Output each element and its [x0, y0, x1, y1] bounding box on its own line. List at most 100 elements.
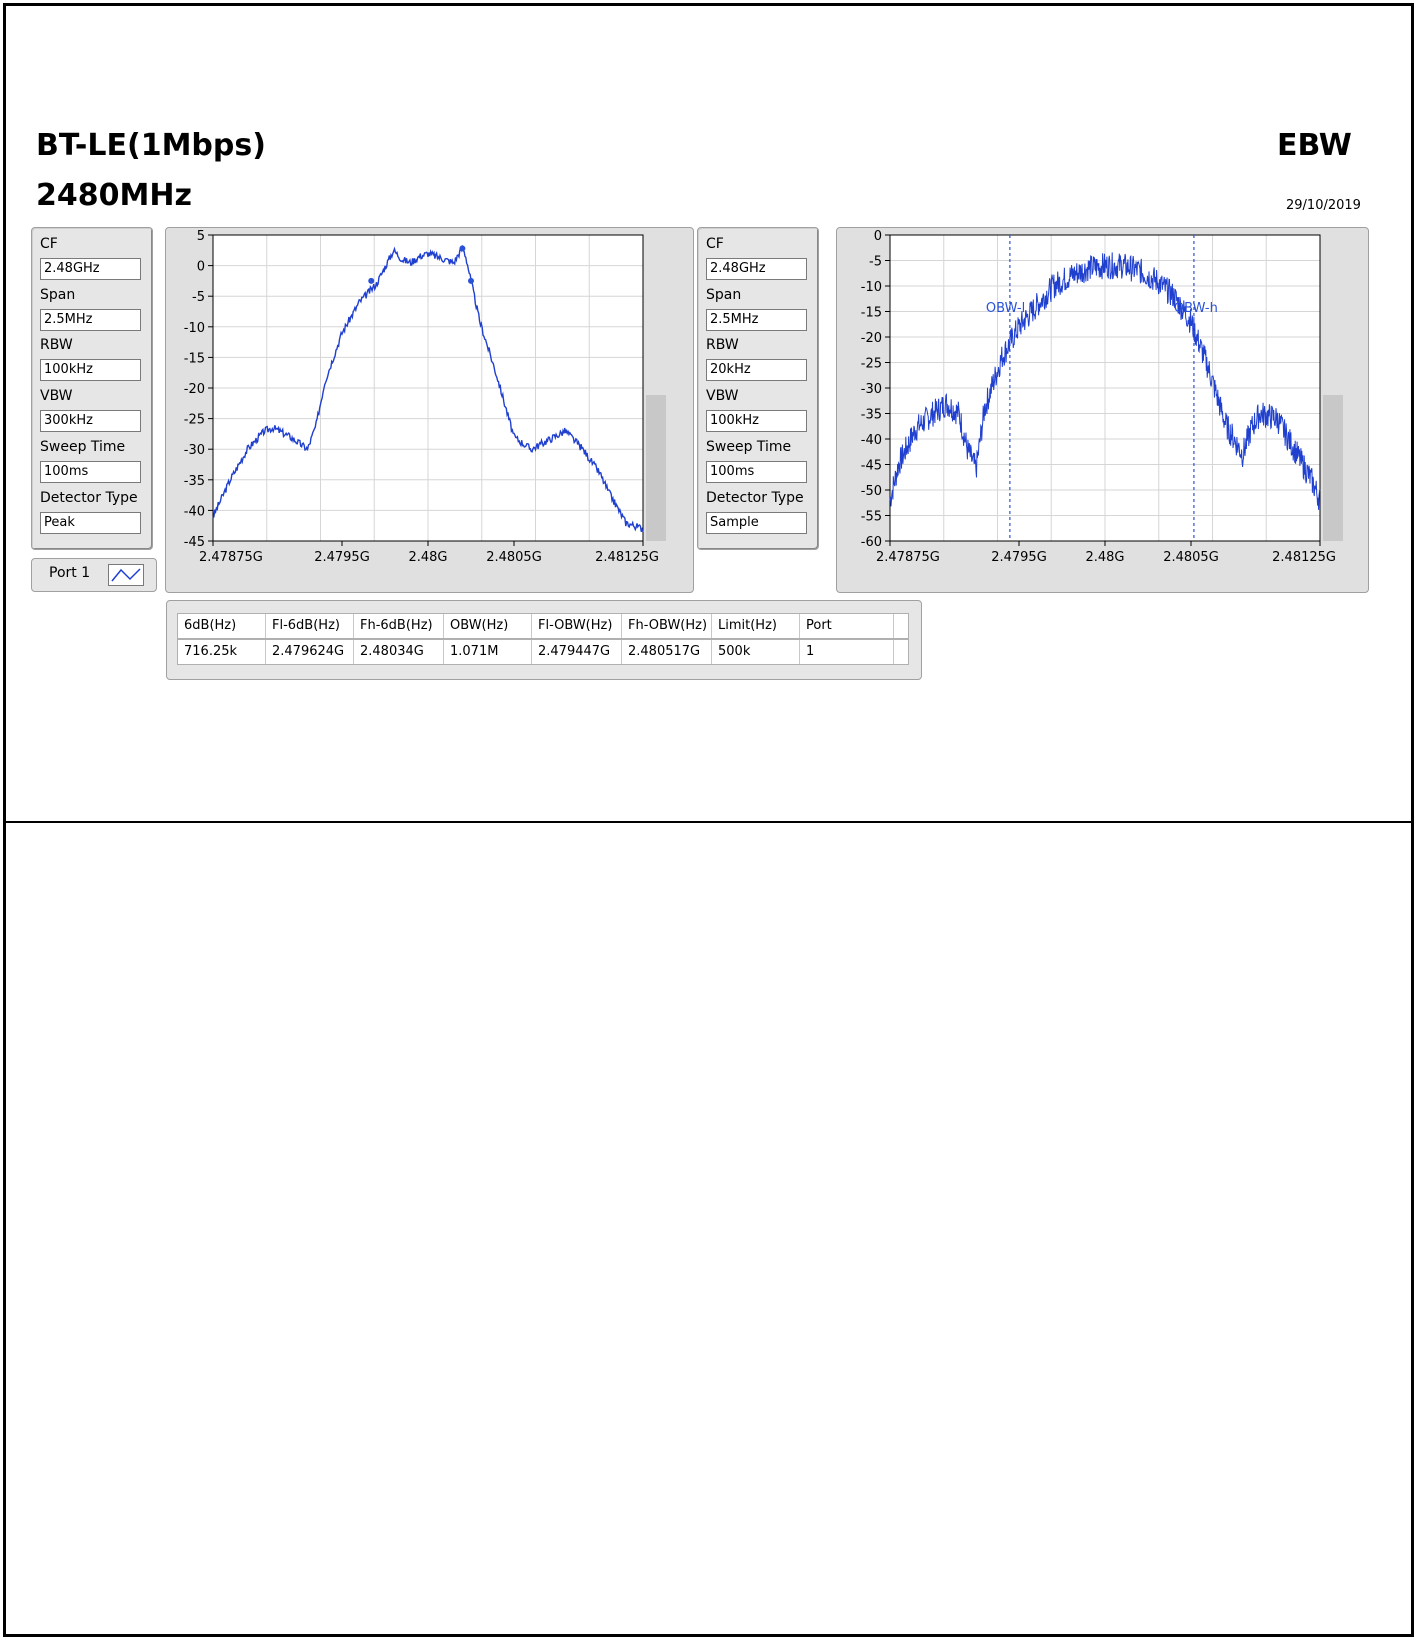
x-tick-label: 2.48125G — [595, 550, 659, 565]
table-cell: 2.479447G — [532, 640, 622, 664]
rbw-field[interactable]: 100kHz — [40, 359, 141, 381]
column-header: Fh-6dB(Hz) — [354, 614, 444, 638]
y-tick-label: -35 — [861, 408, 882, 423]
x-tick-label: 2.47875G — [876, 550, 940, 565]
column-header: Fl-OBW(Hz) — [532, 614, 622, 638]
y-tick-label: -5 — [192, 290, 205, 305]
detector-type-field[interactable]: Peak — [40, 512, 141, 534]
setting-label: Span — [706, 287, 742, 303]
column-header: Port — [800, 614, 894, 638]
column-header: Fh-OBW(Hz) — [622, 614, 712, 638]
peak-spectrum-chart[interactable]: 5 0 -5 -10 -15 -20 -25 -30 -35 -40 -452.47875G 2.47… — [166, 228, 693, 592]
marker-point[interactable] — [468, 277, 474, 284]
column-header: OBW(Hz) — [444, 614, 532, 638]
span-field[interactable]: 2.5MHz — [706, 309, 807, 331]
cf-field[interactable]: 2.48GHz — [40, 258, 141, 280]
y-tick-label: -5 — [869, 255, 882, 270]
rbw-field[interactable]: 20kHz — [706, 359, 807, 381]
port-legend[interactable]: Port 1 — [31, 558, 157, 592]
x-tick-label: 2.4795G — [314, 550, 370, 565]
sample-spectrum-chart-panel: 0 -5 -10 -15 -20 -25 -30 -35 -40 -45 -50 -55 -60 2.47… — [836, 227, 1369, 593]
y-tick-label: -40 — [861, 433, 882, 448]
y-tick-label: -45 — [861, 459, 882, 474]
y-tick-label: -25 — [184, 413, 205, 428]
plot-border — [212, 234, 644, 542]
setting-label: VBW — [706, 388, 739, 404]
column-header: Limit(Hz) — [712, 614, 800, 638]
setting-label: CF — [706, 236, 724, 252]
marker-point[interactable] — [368, 277, 375, 284]
table-cell: 1.071M — [444, 640, 532, 664]
y-tick-label: 5 — [197, 229, 205, 244]
spectrum-trace — [212, 245, 644, 533]
right-settings-panel: CF 2.48GHz Span 2.5MHz RBW 20kHz VBW 100… — [697, 227, 819, 550]
x-tick-label: 2.47875G — [199, 550, 263, 565]
setting-label: Detector Type — [706, 490, 804, 506]
table-row[interactable]: 716.25k 2.479624G 2.48034G 1.071M 2.479447G 2… — [177, 639, 909, 665]
report-date: 29/10/2019 — [1286, 198, 1361, 213]
trace-style-icon — [108, 564, 144, 586]
table-cell: 2.479624G — [266, 640, 354, 664]
scrollbar[interactable] — [1323, 395, 1343, 541]
vbw-field[interactable]: 300kHz — [40, 410, 141, 432]
y-tick-label: -20 — [184, 382, 205, 397]
setting-label: Sweep Time — [706, 439, 792, 455]
table-cell: 2.48034G — [354, 640, 444, 664]
y-tick-label: -20 — [861, 331, 882, 346]
y-tick-label: -30 — [184, 443, 205, 458]
table-cell: 1 — [800, 640, 894, 664]
span-field[interactable]: 2.5MHz — [40, 309, 141, 331]
setting-label: RBW — [40, 337, 73, 353]
x-tick-label: 2.4805G — [486, 550, 542, 565]
y-tick-label: -25 — [861, 357, 882, 372]
sample-spectrum-chart[interactable]: 0-5-10-15-20-25-30-35-40-45-50-55-602.47… — [837, 228, 1368, 592]
detector-type-field[interactable]: Sample — [706, 512, 807, 534]
results-table-header: 6dB(Hz) Fl-6dB(Hz) Fh-6dB(Hz) OBW(Hz) Fl-OBW… — [177, 613, 909, 639]
y-tick-label: -40 — [184, 504, 205, 519]
y-tick-label: -50 — [861, 484, 882, 499]
scrollbar[interactable] — [646, 395, 666, 541]
table-cell: 500k — [712, 640, 800, 664]
setting-label: Detector Type — [40, 490, 138, 506]
test-title: EBW — [1277, 128, 1352, 163]
column-header: Fl-6dB(Hz) — [266, 614, 354, 638]
sweep-time-field[interactable]: 100ms — [40, 461, 141, 483]
cursor-label: OBW-l — [986, 301, 1025, 316]
left-settings-panel: CF 2.48GHz Span 2.5MHz RBW 100kHz VBW 30… — [31, 227, 153, 550]
marker-point[interactable] — [459, 245, 466, 252]
cursor-label: OBW-h — [1174, 301, 1218, 316]
plot-border — [889, 234, 1321, 542]
setting-label: Sweep Time — [40, 439, 126, 455]
section-divider — [3, 821, 1414, 823]
y-tick-label: -15 — [184, 351, 205, 366]
results-table: 6dB(Hz) Fl-6dB(Hz) Fh-6dB(Hz) OBW(Hz) Fl-OBW… — [166, 600, 922, 680]
setting-label: VBW — [40, 388, 73, 404]
y-tick-label: -45 — [184, 535, 205, 550]
setting-label: Span — [40, 287, 76, 303]
peak-spectrum-chart-panel: 5 0 -5 -10 -15 -20 -25 -30 -35 -40 -45 2.47875G 2.47… — [165, 227, 694, 593]
y-tick-label: 0 — [197, 260, 205, 275]
y-tick-label: 0 — [874, 229, 882, 244]
y-tick-label: -35 — [184, 474, 205, 489]
y-tick-label: -55 — [861, 510, 882, 525]
cf-field[interactable]: 2.48GHz — [706, 258, 807, 280]
y-tick-label: -10 — [184, 321, 205, 336]
y-tick-label: -60 — [861, 535, 882, 550]
y-tick-label: -15 — [861, 306, 882, 321]
y-tick-label: -10 — [861, 280, 882, 295]
x-tick-label: 2.48G — [408, 550, 447, 565]
column-header: 6dB(Hz) — [178, 614, 266, 638]
setting-label: RBW — [706, 337, 739, 353]
table-cell: 716.25k — [178, 640, 266, 664]
table-cell: 2.480517G — [622, 640, 712, 664]
report-frame — [3, 3, 1414, 1637]
sweep-time-field[interactable]: 100ms — [706, 461, 807, 483]
x-tick-label: 2.4805G — [1163, 550, 1219, 565]
spectrum-trace — [889, 252, 1321, 510]
y-tick-label: -30 — [861, 382, 882, 397]
x-tick-label: 2.4795G — [991, 550, 1047, 565]
mode-title: BT-LE(1Mbps) — [36, 128, 266, 163]
x-tick-label: 2.48125G — [1272, 550, 1336, 565]
setting-label: CF — [40, 236, 58, 252]
vbw-field[interactable]: 100kHz — [706, 410, 807, 432]
